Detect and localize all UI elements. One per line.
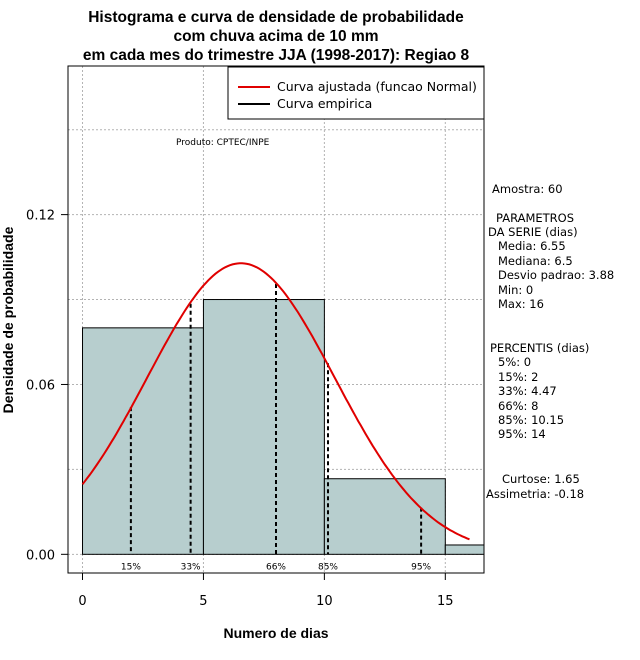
x-tick-label-3: 15 [437, 594, 454, 609]
histogram-bars [82, 299, 485, 555]
stat-p5: 5%: 0 [498, 355, 531, 369]
legend-label-empirical: Curva empirica [277, 96, 372, 111]
percentile-label-4: 95% [411, 562, 431, 572]
stat-max: Max: 16 [498, 297, 544, 311]
stat-percentiles-header: PERCENTIS (dias) [490, 341, 589, 355]
stat-mean: Media: 6.55 [498, 239, 566, 253]
x-tick-label-0: 0 [78, 594, 86, 609]
product-credit: Produto: CPTEC/INPE [176, 138, 270, 148]
stat-params-subheader: DA SERIE (dias) [488, 225, 578, 239]
stat-p95: 95%: 14 [498, 427, 546, 441]
stat-skewness: Assimetria: -0.18 [486, 487, 584, 501]
stat-sample: Amostra: 60 [492, 182, 563, 196]
y-axis: 0.00 0.06 0.12 [26, 209, 68, 563]
chart-title-line-2: com chuva acima de 10 mm [173, 28, 378, 45]
legend: Curva ajustada (funcao Normal) Curva emp… [227, 66, 485, 120]
chart-title-line-3: em cada mes do trimestre JJA (1998-2017)… [83, 47, 470, 64]
stat-p85: 85%: 10.15 [498, 413, 564, 427]
y-tick-label-0: 0.00 [26, 548, 55, 563]
stat-p15: 15%: 2 [498, 370, 538, 384]
stat-p66: 66%: 8 [498, 399, 538, 413]
percentile-label-3: 85% [318, 562, 338, 572]
percentile-label-1: 33% [181, 562, 201, 572]
percentile-label-0: 15% [121, 562, 141, 572]
normal-density-curve [81, 262, 470, 541]
percentile-markers: 15% 33% 66% 85% 95% [121, 283, 432, 572]
stat-kurtosis: Curtose: 1.65 [502, 472, 580, 486]
legend-box [227, 66, 485, 120]
y-tick-label-1: 0.06 [26, 378, 55, 393]
stats-panel: Amostra: 60 PARAMETROS DA SERIE (dias) M… [486, 182, 614, 501]
stat-params-header: PARAMETROS [496, 211, 574, 225]
histogram-bar [202, 299, 325, 555]
plot-frame [67, 65, 485, 574]
x-tick-label-1: 5 [199, 594, 207, 609]
x-tick-label-2: 10 [316, 594, 333, 609]
y-tick-label-2: 0.12 [26, 209, 55, 224]
legend-label-fitted: Curva ajustada (funcao Normal) [277, 79, 477, 94]
x-axis-label: Numero de dias [223, 625, 328, 641]
histogram-bar [82, 327, 204, 555]
stat-sd: Desvio padrao: 3.88 [498, 268, 614, 282]
y-axis-label: Densidade de probabilidade [0, 226, 16, 413]
x-axis: 0 5 10 15 [78, 573, 454, 609]
percentile-label-2: 66% [266, 562, 286, 572]
stat-min: Min: 0 [498, 283, 533, 297]
chart-title-line-1: Histograma e curva de densidade de proba… [88, 9, 464, 26]
histogram-bar [444, 544, 485, 555]
stat-p33: 33%: 4.47 [498, 384, 557, 398]
histogram-bar [323, 478, 446, 555]
stat-median: Mediana: 6.5 [498, 254, 573, 268]
